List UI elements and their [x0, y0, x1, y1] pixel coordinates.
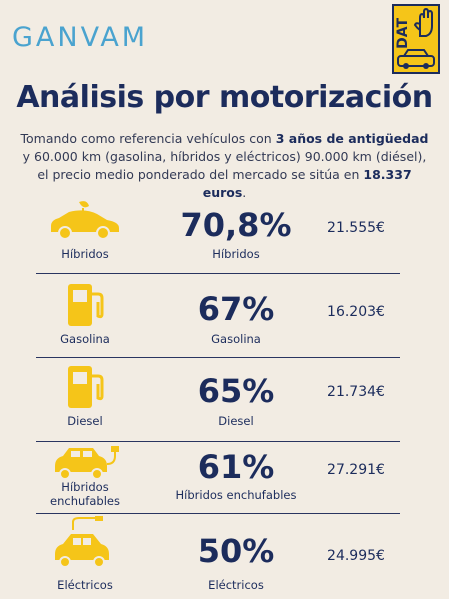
row-price: 16.203€ [327, 304, 385, 320]
page-title: Análisis por motorización [16, 80, 433, 115]
dat-logo: DAT [392, 4, 440, 74]
row-percent: 50% [197, 532, 275, 570]
row-icon-label: Híbridos enchufables [50, 480, 120, 508]
row-price: 27.291€ [327, 462, 385, 478]
dat-car-icon [397, 49, 435, 69]
row-hibridos-enchufables: Híbridos enchufables 61% Híbridos enchuf… [36, 442, 400, 526]
intro-text: Tomando como referencia vehículos con 3 … [20, 131, 429, 200]
row-percent: 67% [197, 290, 275, 328]
row-percent: 65% [197, 372, 275, 410]
hand-icon [413, 8, 433, 37]
hybrid-car-icon [44, 200, 126, 242]
dat-logo-text: DAT [395, 18, 411, 49]
row-percent-label: Gasolina [211, 332, 261, 346]
row-divider [36, 513, 400, 514]
row-percent-label: Eléctricos [208, 578, 264, 592]
electric-car-icon [44, 516, 126, 572]
row-hibridos: Híbridos 70,8% Híbridos 21.555€ [36, 190, 400, 274]
row-price: 24.995€ [327, 548, 385, 564]
row-percent-label: Diesel [218, 414, 254, 428]
row-percent-label: Híbridos [212, 247, 260, 261]
row-divider [36, 441, 400, 442]
row-electricos: Eléctricos 50% Eléctricos 24.995€ [36, 514, 400, 598]
row-gasolina: Gasolina 67% Gasolina 16.203€ [36, 274, 400, 358]
row-divider [36, 357, 400, 358]
row-icon-label: Diesel [67, 414, 103, 428]
row-icon-label: Eléctricos [57, 578, 113, 592]
row-price: 21.734€ [327, 384, 385, 400]
row-percent-label: Híbridos enchufables [175, 488, 297, 502]
row-divider [36, 273, 400, 274]
row-diesel: Diesel 65% Diesel 21.734€ [36, 358, 400, 442]
row-icon-label: Híbridos [61, 247, 109, 261]
fuel-pump-icon [44, 362, 126, 410]
row-percent: 70,8% [180, 206, 292, 244]
plug-in-car-icon [44, 444, 126, 482]
fuel-pump-icon [44, 280, 126, 328]
row-icon-label: Gasolina [60, 332, 110, 346]
ganvam-logo: GANVAM [12, 22, 149, 53]
row-price: 21.555€ [327, 220, 385, 236]
row-percent: 61% [197, 448, 275, 486]
